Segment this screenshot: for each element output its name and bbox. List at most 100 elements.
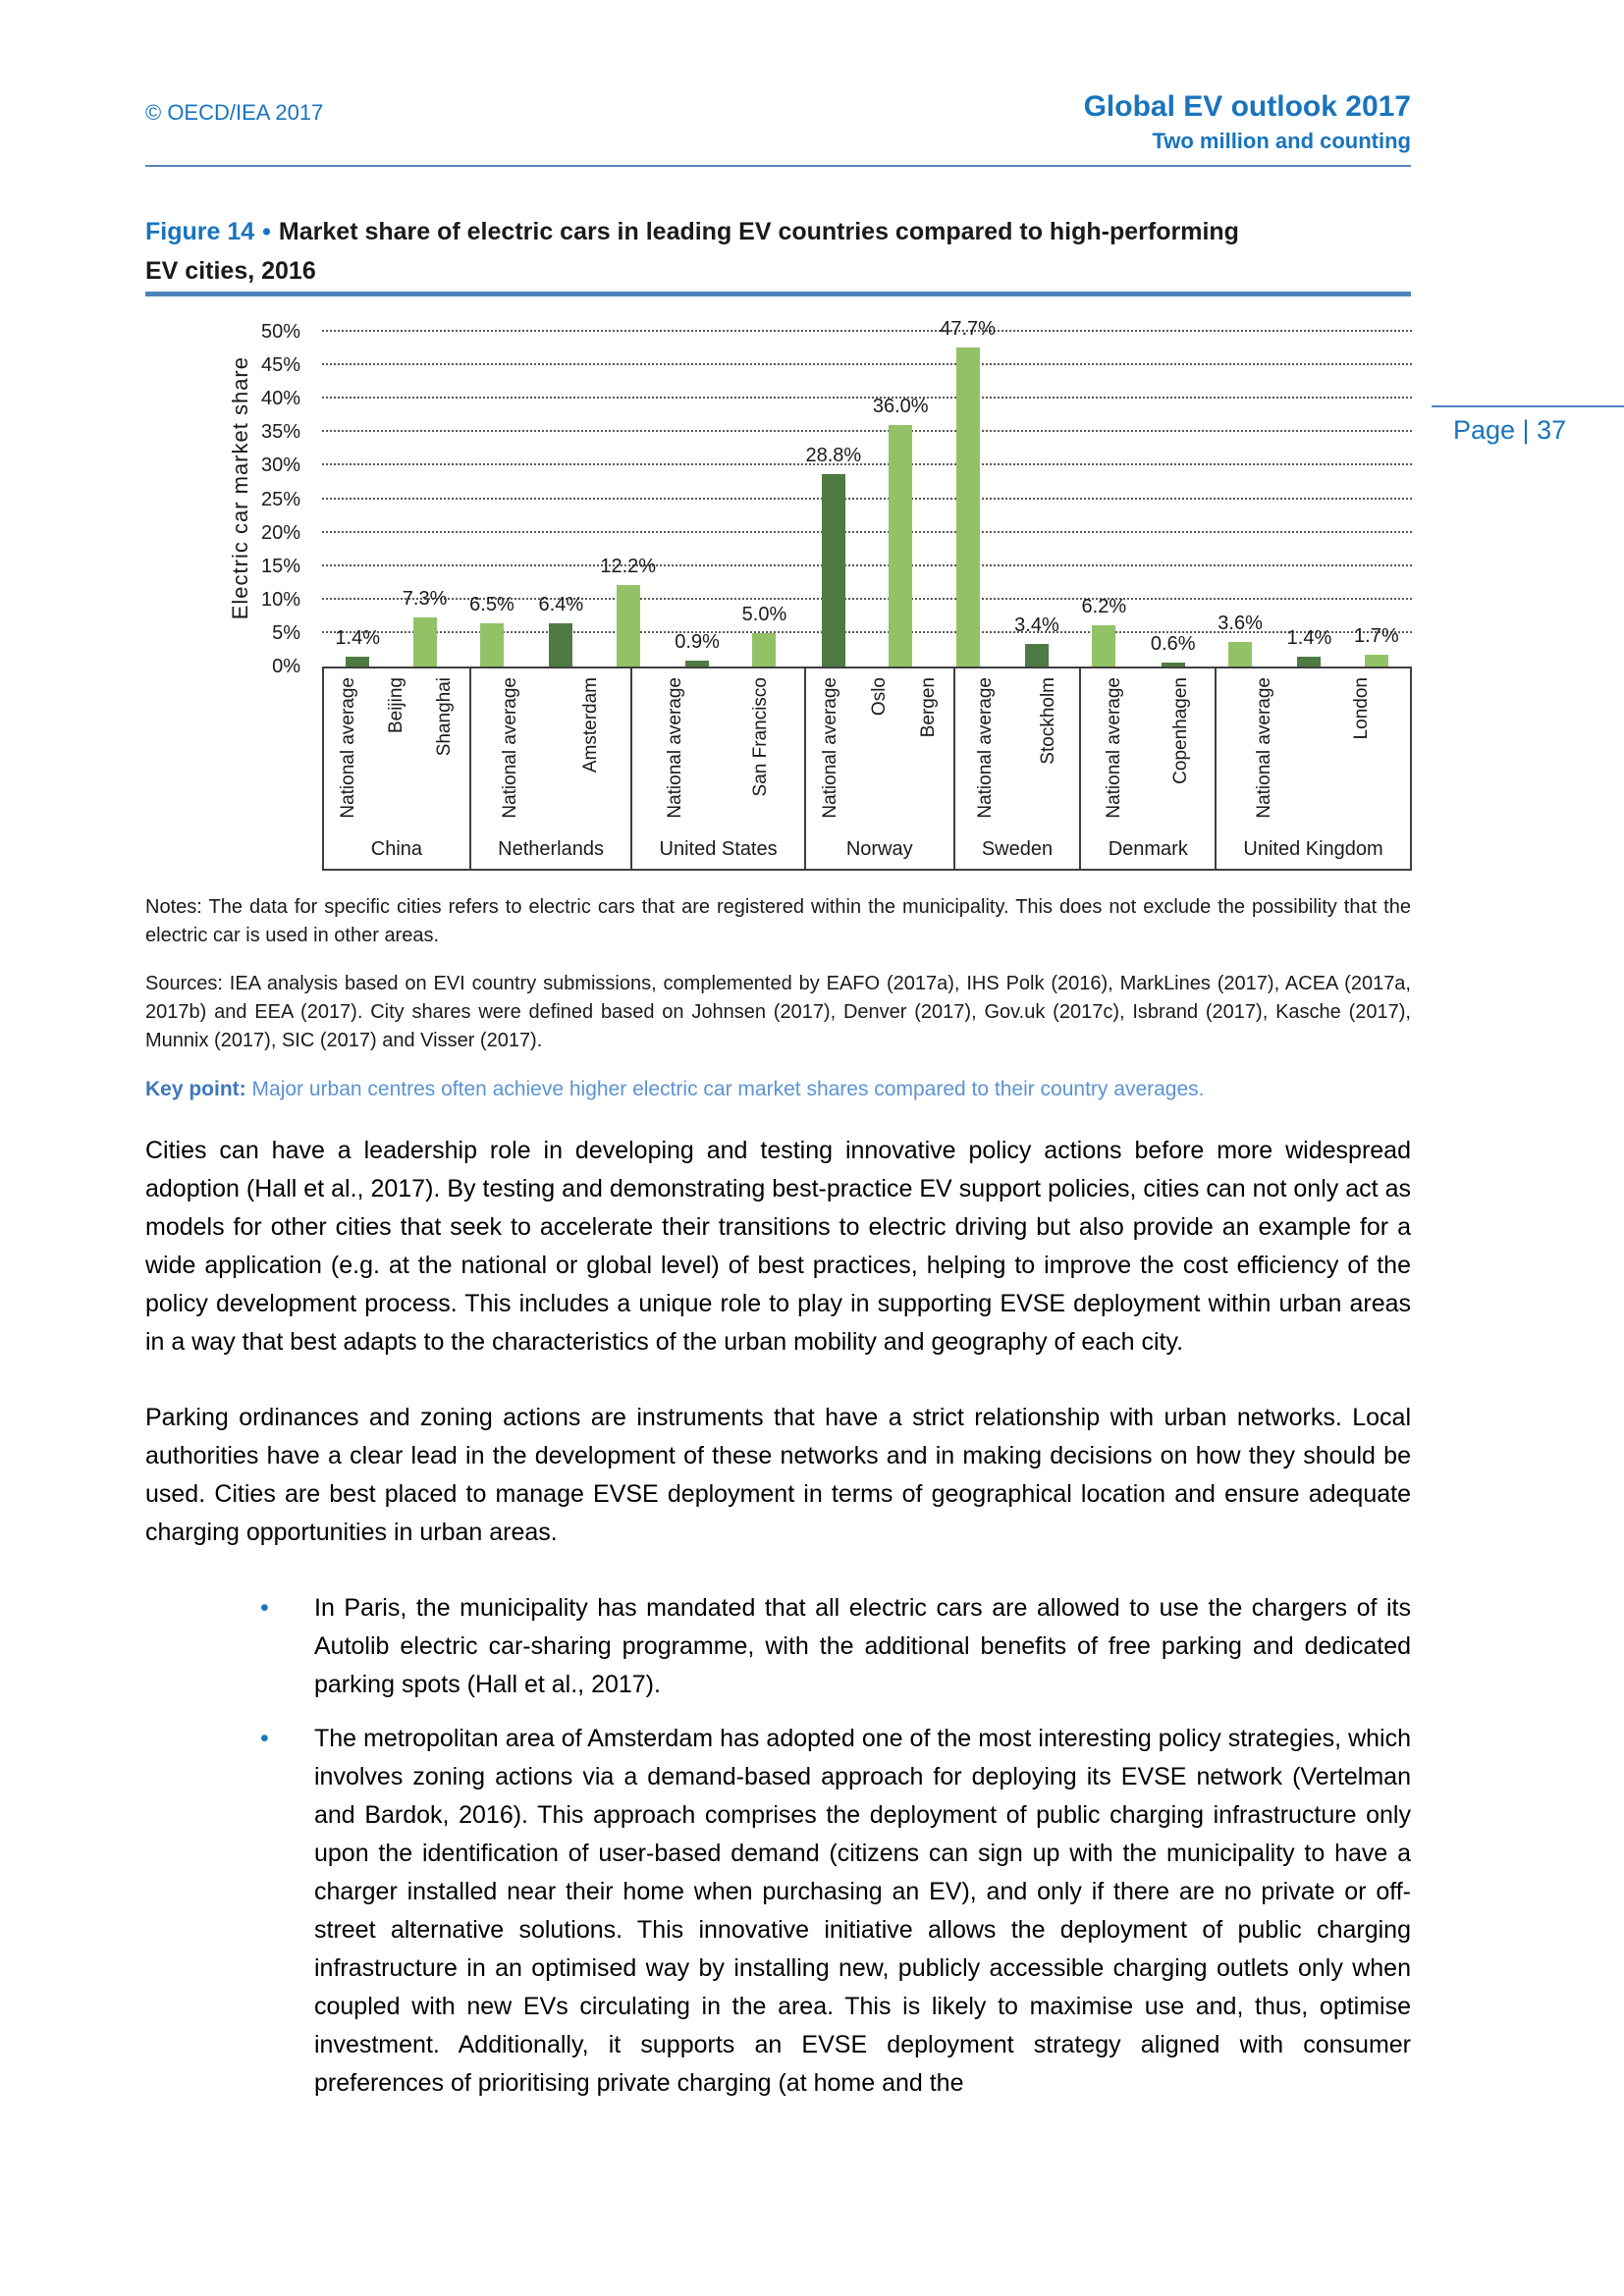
bar-value-label: 6.4% xyxy=(538,594,584,616)
bullet-icon: • xyxy=(260,1594,269,1622)
figure-label: Figure 14 xyxy=(145,218,255,245)
bar-value-label: 6.2% xyxy=(1081,595,1127,617)
x-category-label: Beijing xyxy=(385,677,406,734)
bar-value-label: 12.2% xyxy=(600,555,657,577)
y-tick-label: 10% xyxy=(260,588,300,611)
key-point-text: Major urban centres often achieve higher… xyxy=(251,1078,1205,1100)
bar xyxy=(889,425,913,667)
bar-column: 28.8% xyxy=(800,310,867,667)
figure-title: Figure 14 • Market share of electric cars … xyxy=(145,212,1353,291)
bar-value-label: 36.0% xyxy=(872,396,929,418)
bar-column: 0.9% xyxy=(664,310,731,667)
category-label-cell: Bergen xyxy=(904,668,953,818)
bar-group: 0.6% 3.6% xyxy=(1140,310,1276,667)
bar-value-label: 1.7% xyxy=(1354,625,1399,648)
bar-column: 12.2% xyxy=(595,310,662,667)
figure-notes: Notes: The data for specific cities refe… xyxy=(145,896,1411,946)
gridline xyxy=(322,397,1412,400)
bar xyxy=(1161,662,1185,667)
y-tick-label: 25% xyxy=(260,488,300,510)
figure-top-rule xyxy=(145,292,1411,296)
paragraph: Parking ordinances and zoning actions ar… xyxy=(145,1404,1411,1546)
x-category-label: National average xyxy=(975,677,997,819)
bar-groups: 1.4% 7.3% 6.5% 6.4% 12.2% 0.9% 5.0% 28.8% 36.0% 4… xyxy=(322,310,1412,667)
y-tick-label: 35% xyxy=(260,421,300,444)
y-axis: 0% 5% 10% 15% 20% 25% 30% 35% 40% 45% 50% xyxy=(145,310,300,677)
x-category-label: National average xyxy=(664,677,685,819)
gridline xyxy=(322,530,1412,533)
bullet-text: In Paris, the municipality has mandated … xyxy=(314,1594,1411,1698)
page-body: Notes: The data for specific cities refe… xyxy=(145,893,1411,2118)
bar xyxy=(616,584,640,667)
bar xyxy=(1364,655,1388,667)
x-category-label: London xyxy=(1350,677,1372,740)
figure-title-line1: Market share of electric cars in leading… xyxy=(278,218,1239,245)
bar-value-label: 47.7% xyxy=(940,317,996,340)
bar-value-label: 6.5% xyxy=(469,593,514,615)
chart-plot-area: 1.4% 7.3% 6.5% 6.4% 12.2% 0.9% 5.0% 28.8% 36.0% 4… xyxy=(322,310,1412,667)
x-category-label: Copenhagen xyxy=(1170,677,1192,784)
paragraph: Cities can have a leadership role in dev… xyxy=(145,1137,1411,1356)
category-label-cell: National average xyxy=(1217,668,1313,819)
bar xyxy=(1228,642,1253,667)
category-label-row: National average San Francisco xyxy=(632,668,804,819)
bar-column: 36.0% xyxy=(867,310,934,667)
category-label-cell: National average xyxy=(1081,668,1148,819)
bar-column: 6.4% xyxy=(527,310,594,667)
list-item: • The metropolitan area of Amsterdam has… xyxy=(145,1720,1411,2103)
category-label-row: National average Stockholm xyxy=(955,668,1080,819)
bar-group: 28.8% 36.0% 47.7% xyxy=(800,310,1003,667)
bullet-icon: • xyxy=(260,1725,269,1752)
bar xyxy=(752,632,777,667)
figure-bullet-icon: • xyxy=(262,218,271,245)
x-category-label: National average xyxy=(337,677,358,819)
country-group-label: Norway xyxy=(845,838,913,860)
bar-value-label: 3.6% xyxy=(1218,613,1263,635)
figure-sources: Sources: IEA analysis based on EVI count… xyxy=(145,973,1411,1051)
bar xyxy=(821,473,845,667)
category-label-cell: National average xyxy=(632,668,718,819)
header-copyright: © OECD/IEA 2017 xyxy=(145,100,324,125)
x-category-label: National average xyxy=(1254,677,1275,819)
x-category-label: National average xyxy=(500,677,521,819)
bar xyxy=(346,657,370,667)
category-label-row: National average Copenhagen xyxy=(1081,668,1215,819)
bar-group: 0.9% 5.0% xyxy=(664,310,800,667)
bar-value-label: 7.3% xyxy=(402,588,448,611)
bar-group: 6.4% 12.2% xyxy=(527,310,664,667)
category-label-row: National average Beijing Shanghai xyxy=(324,668,469,819)
y-tick-label: 40% xyxy=(260,388,300,410)
category-label-cell: National average xyxy=(806,668,855,819)
country-group: National average San Francisco United Stat… xyxy=(632,668,806,869)
x-category-label: Shanghai xyxy=(434,677,456,757)
gridline xyxy=(322,563,1412,566)
country-group-label: China xyxy=(370,838,423,860)
country-group: National average Stockholm Sweden xyxy=(955,668,1082,869)
category-label-row: National average Amsterdam xyxy=(471,668,630,819)
bar-column: 3.6% xyxy=(1207,310,1273,667)
bar-value-label: 5.0% xyxy=(741,603,787,625)
bar-value-label: 0.9% xyxy=(675,630,720,653)
bullet-text: The metropolitan area of Amsterdam has a… xyxy=(314,1725,1411,2097)
gridline xyxy=(322,497,1412,500)
bar xyxy=(1092,624,1116,667)
y-tick-label: 20% xyxy=(260,521,300,544)
bar-column: 6.5% xyxy=(459,310,525,667)
category-label-cell: San Francisco xyxy=(719,668,804,818)
x-label-box: National average Beijing Shanghai China Nati… xyxy=(322,667,1412,871)
report-subtitle: Two million and counting xyxy=(1152,129,1411,153)
x-category-label: National average xyxy=(819,677,840,819)
bullet-list: • In Paris, the municipality has mandate… xyxy=(145,1589,1411,2103)
bar xyxy=(412,617,437,667)
gridline xyxy=(322,430,1412,433)
country-group-label: United Kingdom xyxy=(1243,838,1383,860)
report-title: Global EV outlook 2017 xyxy=(1083,90,1411,123)
category-label-cell: National average xyxy=(955,668,1017,819)
x-category-label: Bergen xyxy=(917,677,939,738)
bar-column: 5.0% xyxy=(731,310,797,667)
y-tick-label: 50% xyxy=(260,321,300,343)
bar-value-label: 1.4% xyxy=(335,627,380,650)
category-label-cell: Copenhagen xyxy=(1148,668,1215,818)
bar-column: 6.2% xyxy=(1070,310,1137,667)
category-label-cell: Stockholm xyxy=(1017,668,1079,818)
